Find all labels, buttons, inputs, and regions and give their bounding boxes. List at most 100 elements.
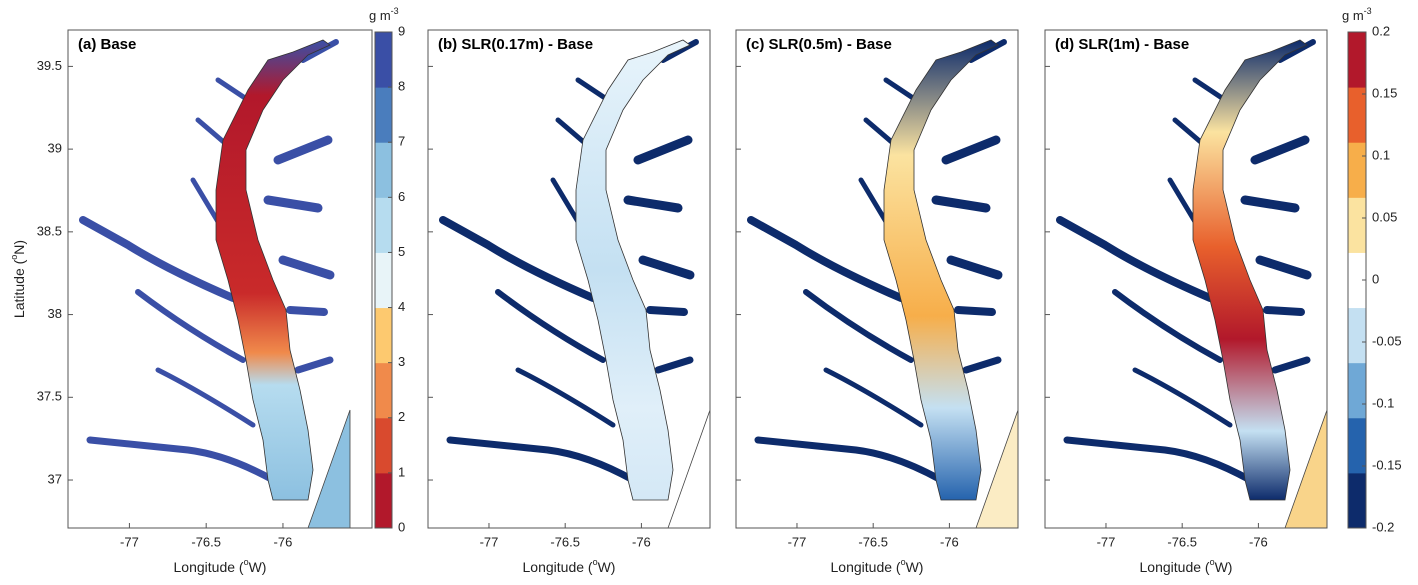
colorbar-swatch — [375, 362, 392, 419]
colorbar-tick-label: -0.05 — [1372, 333, 1402, 348]
map — [79, 39, 351, 528]
x-axis-label-part: o — [901, 557, 906, 567]
x-axis-label-part: Longitude ( — [1140, 559, 1210, 575]
colorbar-swatch — [1348, 197, 1366, 253]
map-shape — [1056, 39, 1327, 528]
map — [439, 39, 710, 528]
colorbar-tick-label: 9 — [398, 23, 405, 38]
x-tick-label: -77 — [120, 534, 139, 549]
colorbar-tick-label: 0.15 — [1372, 85, 1397, 100]
colorbar-tick-label: -0.2 — [1372, 519, 1394, 534]
colorbar-tick-label: 8 — [398, 79, 405, 94]
x-axis-label-part: o — [244, 557, 249, 567]
panel-frame — [1044, 29, 1328, 529]
colorbar-unit-part: -3 — [1364, 6, 1372, 16]
map — [1056, 39, 1327, 528]
colorbar-swatch — [375, 87, 392, 143]
x-axis-label: Longitude (oW) — [831, 557, 924, 574]
map-shape — [747, 39, 1018, 528]
y-tick-label: 39.5 — [37, 58, 62, 73]
y-tick-label: 38.5 — [37, 223, 62, 238]
y-tick-label: 39 — [48, 141, 62, 156]
colorbar-swatch — [1348, 32, 1366, 88]
x-axis-label-part: Longitude ( — [523, 559, 593, 575]
colorbar-swatch — [1348, 252, 1366, 309]
colorbar-tick-label: 7 — [398, 134, 405, 149]
colorbar-swatch — [375, 307, 392, 364]
colorbar-tick-label: -0.15 — [1372, 457, 1402, 472]
colorbar-swatch — [1348, 142, 1366, 198]
colorbar-frame — [374, 31, 393, 529]
panel-title: (d) SLR(1m) - Base — [1055, 36, 1189, 53]
x-axis-label-part: Longitude ( — [831, 559, 901, 575]
y-tick-label: 37 — [48, 471, 62, 486]
colorbar-swatch — [375, 472, 392, 529]
colorbar-swatch — [375, 417, 392, 474]
x-tick-label: -76.5 — [1167, 534, 1197, 549]
colorbar-tick-label: 0.05 — [1372, 209, 1397, 224]
x-tick-label: -77 — [788, 534, 807, 549]
colorbar-swatch — [1348, 87, 1366, 143]
colorbar-swatch — [375, 197, 392, 253]
x-axis-label: Longitude (oW) — [174, 557, 267, 574]
colorbar-tick-label: 1 — [398, 464, 405, 479]
y-tick-label: 37.5 — [37, 389, 62, 404]
x-tick-label: -76.5 — [550, 534, 580, 549]
colorbar-unit-part: -3 — [391, 6, 399, 16]
colorbar-unit: g m-3 — [369, 6, 399, 23]
x-axis-label-part: W) — [906, 559, 924, 575]
map-shape — [79, 39, 351, 528]
colorbar-swatch — [375, 142, 392, 198]
x-axis-label-part: W) — [1215, 559, 1233, 575]
map-panel: (a) Base -77 -76.5 -76 37 37.5 38 38.5 39 39.5 Lon… — [9, 29, 373, 575]
panels: (a) Base-77 -76.5 -763737.53838.53939.5Lon… — [9, 6, 1401, 574]
x-tick-label: -76 — [632, 534, 651, 549]
colorbar-swatch — [1348, 307, 1366, 364]
colorbar-tick-label: 0.1 — [1372, 147, 1390, 162]
y-axis-label-part: o — [9, 255, 19, 260]
colorbar-tick-label: -0.1 — [1372, 395, 1394, 410]
x-tick-label: -76 — [274, 534, 293, 549]
colorbar-swatch — [375, 252, 392, 309]
colorbar-swatch — [1348, 362, 1366, 419]
y-axis-label-part: Latitude ( — [11, 259, 27, 318]
map-panel: (c) SLR(0.5m) - Base -77 -76.5 -76 Longitude… — [735, 29, 1019, 575]
colorbar-unit-part: g m — [1342, 8, 1364, 23]
y-tick-label: 38 — [48, 306, 62, 321]
colorbar-tick-label: 6 — [398, 189, 405, 204]
x-tick-label: -76.5 — [858, 534, 888, 549]
panel-title: (b) SLR(0.17m) - Base — [438, 36, 593, 53]
x-tick-label: -76 — [1249, 534, 1268, 549]
map-shape — [439, 39, 710, 528]
x-axis-label-part: o — [593, 557, 598, 567]
panel-title: (a) Base — [78, 36, 136, 53]
map-panel: (b) SLR(0.17m) - Base -77 -76.5 -76 Longitud… — [427, 29, 711, 575]
x-axis-label-part: o — [1210, 557, 1215, 567]
x-tick-label: -76 — [940, 534, 959, 549]
panel-title: (c) SLR(0.5m) - Base — [746, 36, 892, 53]
colorbar-tick-label: 0 — [398, 519, 405, 534]
panel-frame — [67, 29, 373, 529]
colorbar-tick-label: 5 — [398, 244, 405, 259]
panel-frame — [735, 29, 1019, 529]
x-axis-label: Longitude (oW) — [523, 557, 616, 574]
x-tick-label: -76.5 — [191, 534, 221, 549]
map-panel: (d) SLR(1m) - Base -77 -76.5 -76 Longitude (… — [1044, 29, 1328, 575]
colorbar-unit: g m-3 — [1342, 6, 1372, 23]
x-axis-label: Longitude (oW) — [1140, 557, 1233, 574]
y-axis-label: Latitude (oN) — [9, 240, 26, 318]
x-axis-label-part: Longitude ( — [174, 559, 244, 575]
x-tick-label: -77 — [480, 534, 499, 549]
x-axis-label-part: W) — [249, 559, 267, 575]
x-axis-label-part: W) — [598, 559, 616, 575]
x-tick-label: -77 — [1097, 534, 1116, 549]
panel-frame — [427, 29, 711, 529]
colorbar-tick-label: 2 — [398, 409, 405, 424]
colorbar-tick-label: 0.2 — [1372, 23, 1390, 38]
colorbar-swatch — [1348, 472, 1366, 529]
colorbar-unit-part: g m — [369, 8, 391, 23]
colorbar-tick-label: 3 — [398, 354, 405, 369]
